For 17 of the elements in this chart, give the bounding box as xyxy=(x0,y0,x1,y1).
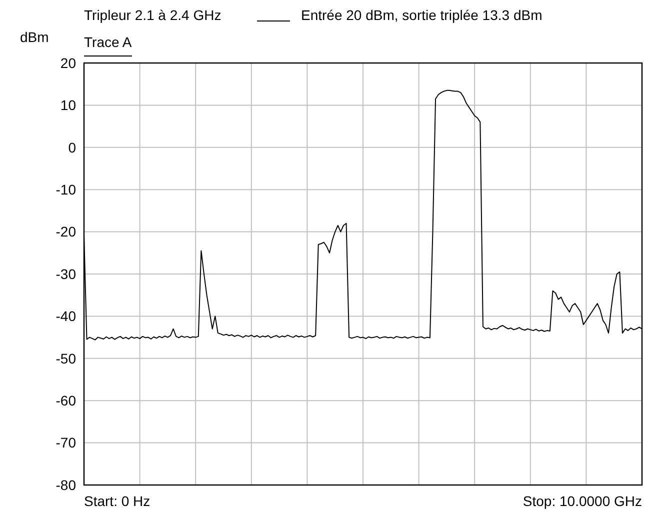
y-tick-label: 10 xyxy=(60,97,76,114)
chart-title: Tripleur 2.1 à 2.4 GHz xyxy=(84,7,222,23)
y-tick-label: -60 xyxy=(56,392,76,408)
y-tick-label: -70 xyxy=(56,434,76,451)
y-tick-label: -10 xyxy=(56,182,76,198)
y-tick-label: -40 xyxy=(56,308,76,324)
text: Trace A xyxy=(84,34,132,50)
y-axis-title: dBm xyxy=(20,29,49,45)
y-tick-label: 20 xyxy=(60,54,76,71)
y-tick-label: 0 xyxy=(68,139,76,156)
y-tick-label: -30 xyxy=(56,266,76,282)
y-tick-label: -50 xyxy=(56,350,76,366)
chart-subtitle: Entrée 20 dBm, sortie triplée 13.3 dBm xyxy=(301,7,542,23)
text: Start: 0 Hz xyxy=(84,493,150,509)
y-tick-label: -20 xyxy=(56,224,76,240)
text: Stop: 10.0000 GHz xyxy=(522,493,642,509)
y-tick-label: -80 xyxy=(56,476,76,493)
